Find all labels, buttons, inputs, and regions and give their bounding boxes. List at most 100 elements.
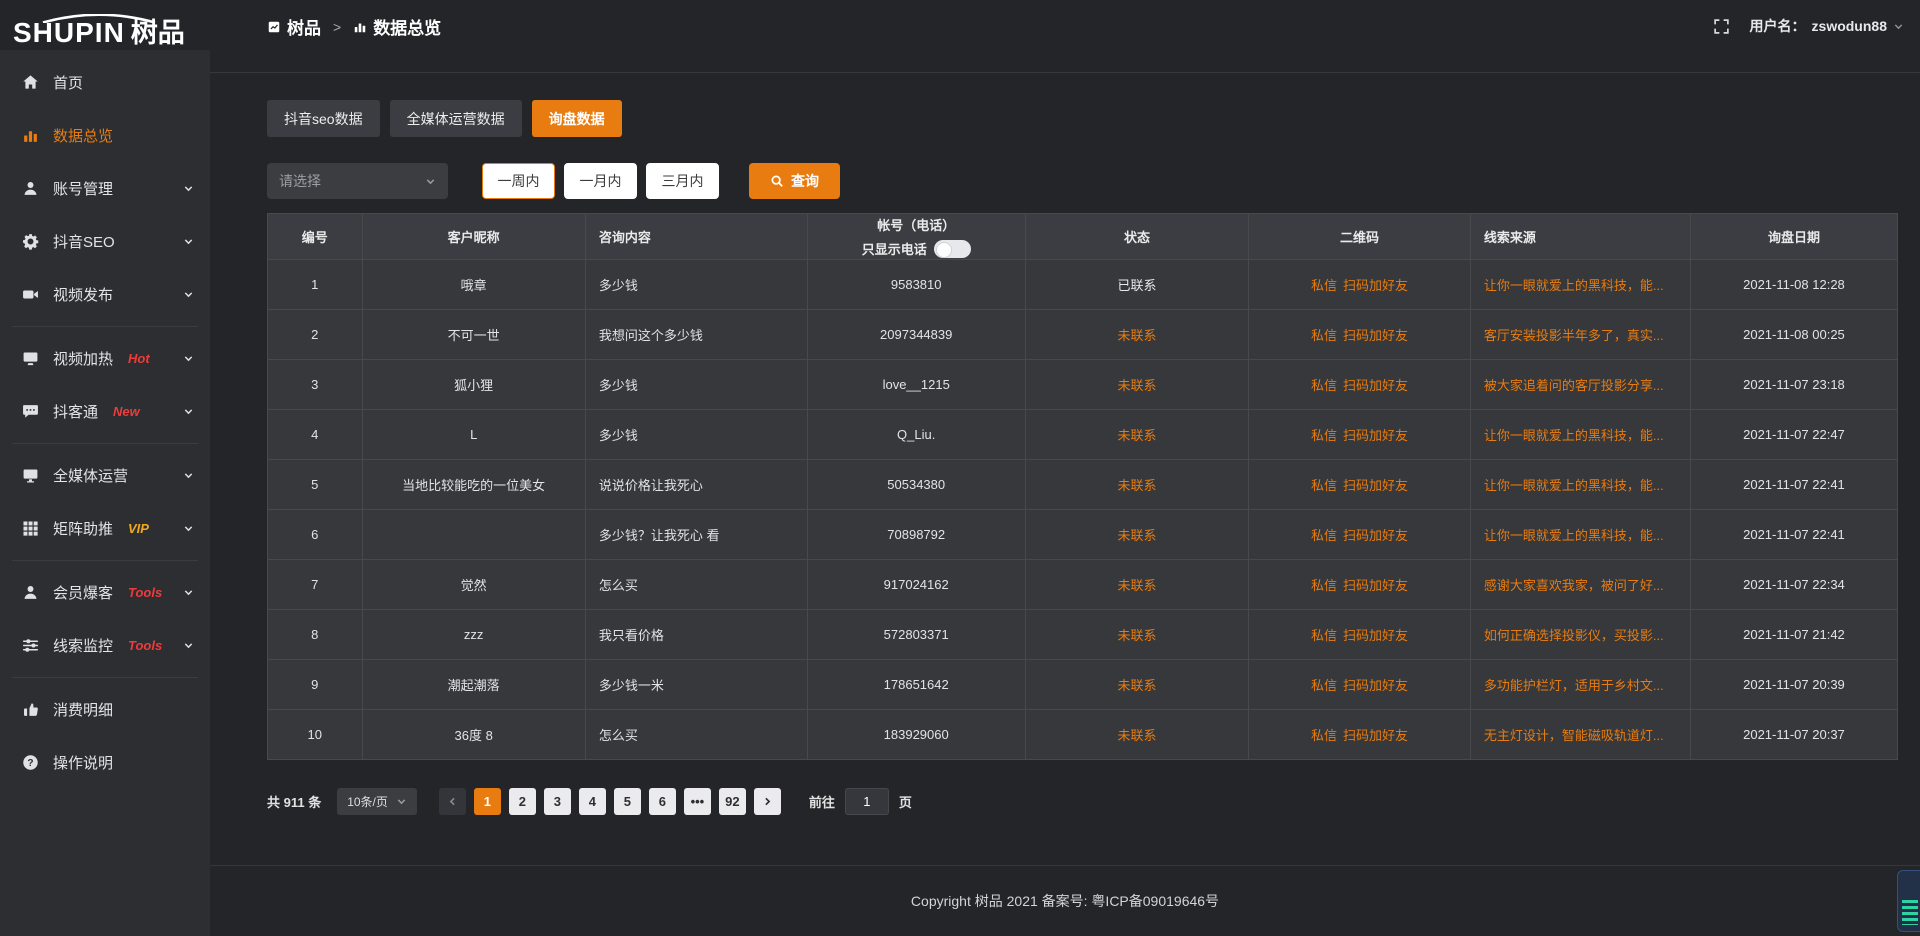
filter-select[interactable]: 请选择 [267,163,448,199]
source-link[interactable]: 被大家追着问的客厅投影分享... [1483,378,1664,393]
cell-status: 未联系 [1024,409,1250,460]
table-row: 10 36度 8 怎么买 183929060 未联系 私信 扫码加好友 无主灯设计，智能磁吸轨… [267,709,1899,760]
page-size-select[interactable]: 10条/页 [337,788,417,815]
range-button-1[interactable]: 一周内 [482,163,555,199]
sidebar-item-matrix-boost[interactable]: 矩阵助推 VIP [0,502,210,555]
page-button-2[interactable]: 2 [508,788,536,815]
sidebar-item-video-publish[interactable]: 视频发布 [0,268,210,321]
qr-link[interactable]: 私信 [1311,378,1338,393]
qr-link[interactable]: 扫码加好友 [1343,328,1409,343]
source-link[interactable]: 无主灯设计，智能磁吸轨道灯... [1483,728,1664,743]
tab-douyin-seo-data[interactable]: 抖音seo数据 [267,100,380,137]
qr-link[interactable]: 私信 [1311,728,1338,743]
page-button-6[interactable]: 6 [648,788,676,815]
qr-link[interactable]: 私信 [1311,578,1338,593]
source-link[interactable]: 客厅安装投影半年多了，真实... [1483,328,1664,343]
cell-status: 未联系 [1024,559,1250,610]
sidebar-item-douketong[interactable]: 抖客通 New [0,385,210,438]
sidebar-item-member-burst[interactable]: 会员爆客 Tools [0,566,210,619]
cell-account: 50534380 [806,459,1026,510]
qr-link[interactable]: 扫码加好友 [1343,578,1409,593]
cell-account: 183929060 [806,709,1026,760]
qr-link[interactable]: 私信 [1311,328,1338,343]
cell-date: 2021-11-07 22:41 [1689,459,1899,510]
page-button-1[interactable]: 1 [473,788,501,815]
cell-date: 2021-11-08 00:25 [1689,309,1899,360]
breadcrumb-root[interactable]: 树品 [267,14,321,39]
col-header-content: 咨询内容 [584,213,808,260]
sidebar-item-data-overview[interactable]: 数据总览 [0,109,210,162]
qr-link[interactable]: 私信 [1311,478,1338,493]
cell-qr: 私信 扫码加好友 [1248,509,1471,560]
monitor-icon [22,467,39,484]
sidebar-item-douyin-seo[interactable]: 抖音SEO [0,215,210,268]
sidebar-item-all-media[interactable]: 全媒体运营 [0,449,210,502]
page-button-4[interactable]: 4 [578,788,606,815]
brand-name-cn: 树品 [130,18,185,48]
sidebar-item-spend-detail[interactable]: 消费明细 [0,683,210,736]
floating-widget[interactable] [1897,870,1920,932]
sidebar-item-home[interactable]: 首页 [0,56,210,109]
more-pages-button[interactable]: ••• [683,788,711,815]
page-button-3[interactable]: 3 [543,788,571,815]
chevron-down-icon [183,183,194,194]
qr-link[interactable]: 扫码加好友 [1343,678,1409,693]
cell-content: 多少钱 [584,359,808,410]
page-button-92[interactable]: 92 [718,788,746,815]
qr-link[interactable]: 扫码加好友 [1343,478,1409,493]
cell-nickname: 潮起潮落 [361,659,586,710]
cell-content: 多少钱一米 [584,659,808,710]
cell-qr: 私信 扫码加好友 [1248,409,1471,460]
chevron-down-icon [183,587,194,598]
qr-link[interactable]: 私信 [1311,678,1338,693]
next-page-button[interactable] [753,788,781,815]
inquiry-table: 编号 客户昵称 咨询内容 帐号（电话） 只显示电话 状态 二维码 线索来源 询盘日期 1 哦章 多少… [267,213,1899,760]
cell-date: 2021-11-07 22:47 [1689,409,1899,460]
col-header-qr: 二维码 [1248,213,1471,260]
fullscreen-icon[interactable] [1713,18,1730,35]
qr-link[interactable]: 私信 [1311,628,1338,643]
qr-link[interactable]: 私信 [1311,428,1338,443]
qr-link[interactable]: 扫码加好友 [1343,728,1409,743]
range-button-3[interactable]: 三月内 [646,163,719,199]
user-menu[interactable]: 用户名： zswodun88 [1750,16,1904,36]
goto-label: 前往 [808,795,835,810]
cell-id: 10 [267,709,363,760]
chevron-down-icon [183,289,194,300]
phone-only-toggle[interactable] [933,239,971,258]
page-button-5[interactable]: 5 [613,788,641,815]
source-link[interactable]: 如何正确选择投影仪，买投影... [1483,628,1664,643]
sliders-icon [22,637,39,654]
qr-link[interactable]: 扫码加好友 [1343,378,1409,393]
prev-page-button[interactable] [438,788,466,815]
sidebar-item-help[interactable]: ? 操作说明 [0,736,210,789]
source-link[interactable]: 让你一眼就爱上的黑科技，能... [1483,428,1664,443]
qr-link[interactable]: 扫码加好友 [1343,628,1409,643]
cell-id: 4 [267,409,363,460]
sidebar-item-clue-monitor[interactable]: 线索监控 Tools [0,619,210,672]
qr-link[interactable]: 私信 [1311,278,1338,293]
qr-link[interactable]: 扫码加好友 [1343,428,1409,443]
source-link[interactable]: 让你一眼就爱上的黑科技，能... [1483,528,1664,543]
source-link[interactable]: 感谢大家喜欢我家，被问了好... [1483,578,1664,593]
source-link[interactable]: 让你一眼就爱上的黑科技，能... [1483,478,1664,493]
qr-link[interactable]: 扫码加好友 [1343,528,1409,543]
brand-logo[interactable]: SHUPIN 树品 [0,0,210,50]
sidebar-item-account-manage[interactable]: 账号管理 [0,162,210,215]
query-button[interactable]: 查询 [749,163,840,199]
tab-inquiry-data[interactable]: 询盘数据 [531,100,622,137]
source-link[interactable]: 多功能护栏灯，适用于乡村文... [1483,678,1664,693]
goto-page-input[interactable] [844,788,889,815]
qr-link[interactable]: 扫码加好友 [1343,278,1409,293]
range-button-2[interactable]: 一月内 [564,163,637,199]
source-link[interactable]: 让你一眼就爱上的黑科技，能... [1483,278,1664,293]
sidebar-item-badge: Tools [128,638,163,653]
cell-id: 6 [267,509,363,560]
tab-all-media-data[interactable]: 全媒体运营数据 [389,100,522,137]
sidebar-item-label: 视频发布 [53,287,114,304]
cell-account: love__1215 [806,359,1026,410]
sidebar-item-video-heat[interactable]: 视频加热 Hot [0,332,210,385]
qr-link[interactable]: 私信 [1311,528,1338,543]
breadcrumb-current[interactable]: 数据总览 [353,14,441,39]
svg-text:?: ? [27,758,33,769]
